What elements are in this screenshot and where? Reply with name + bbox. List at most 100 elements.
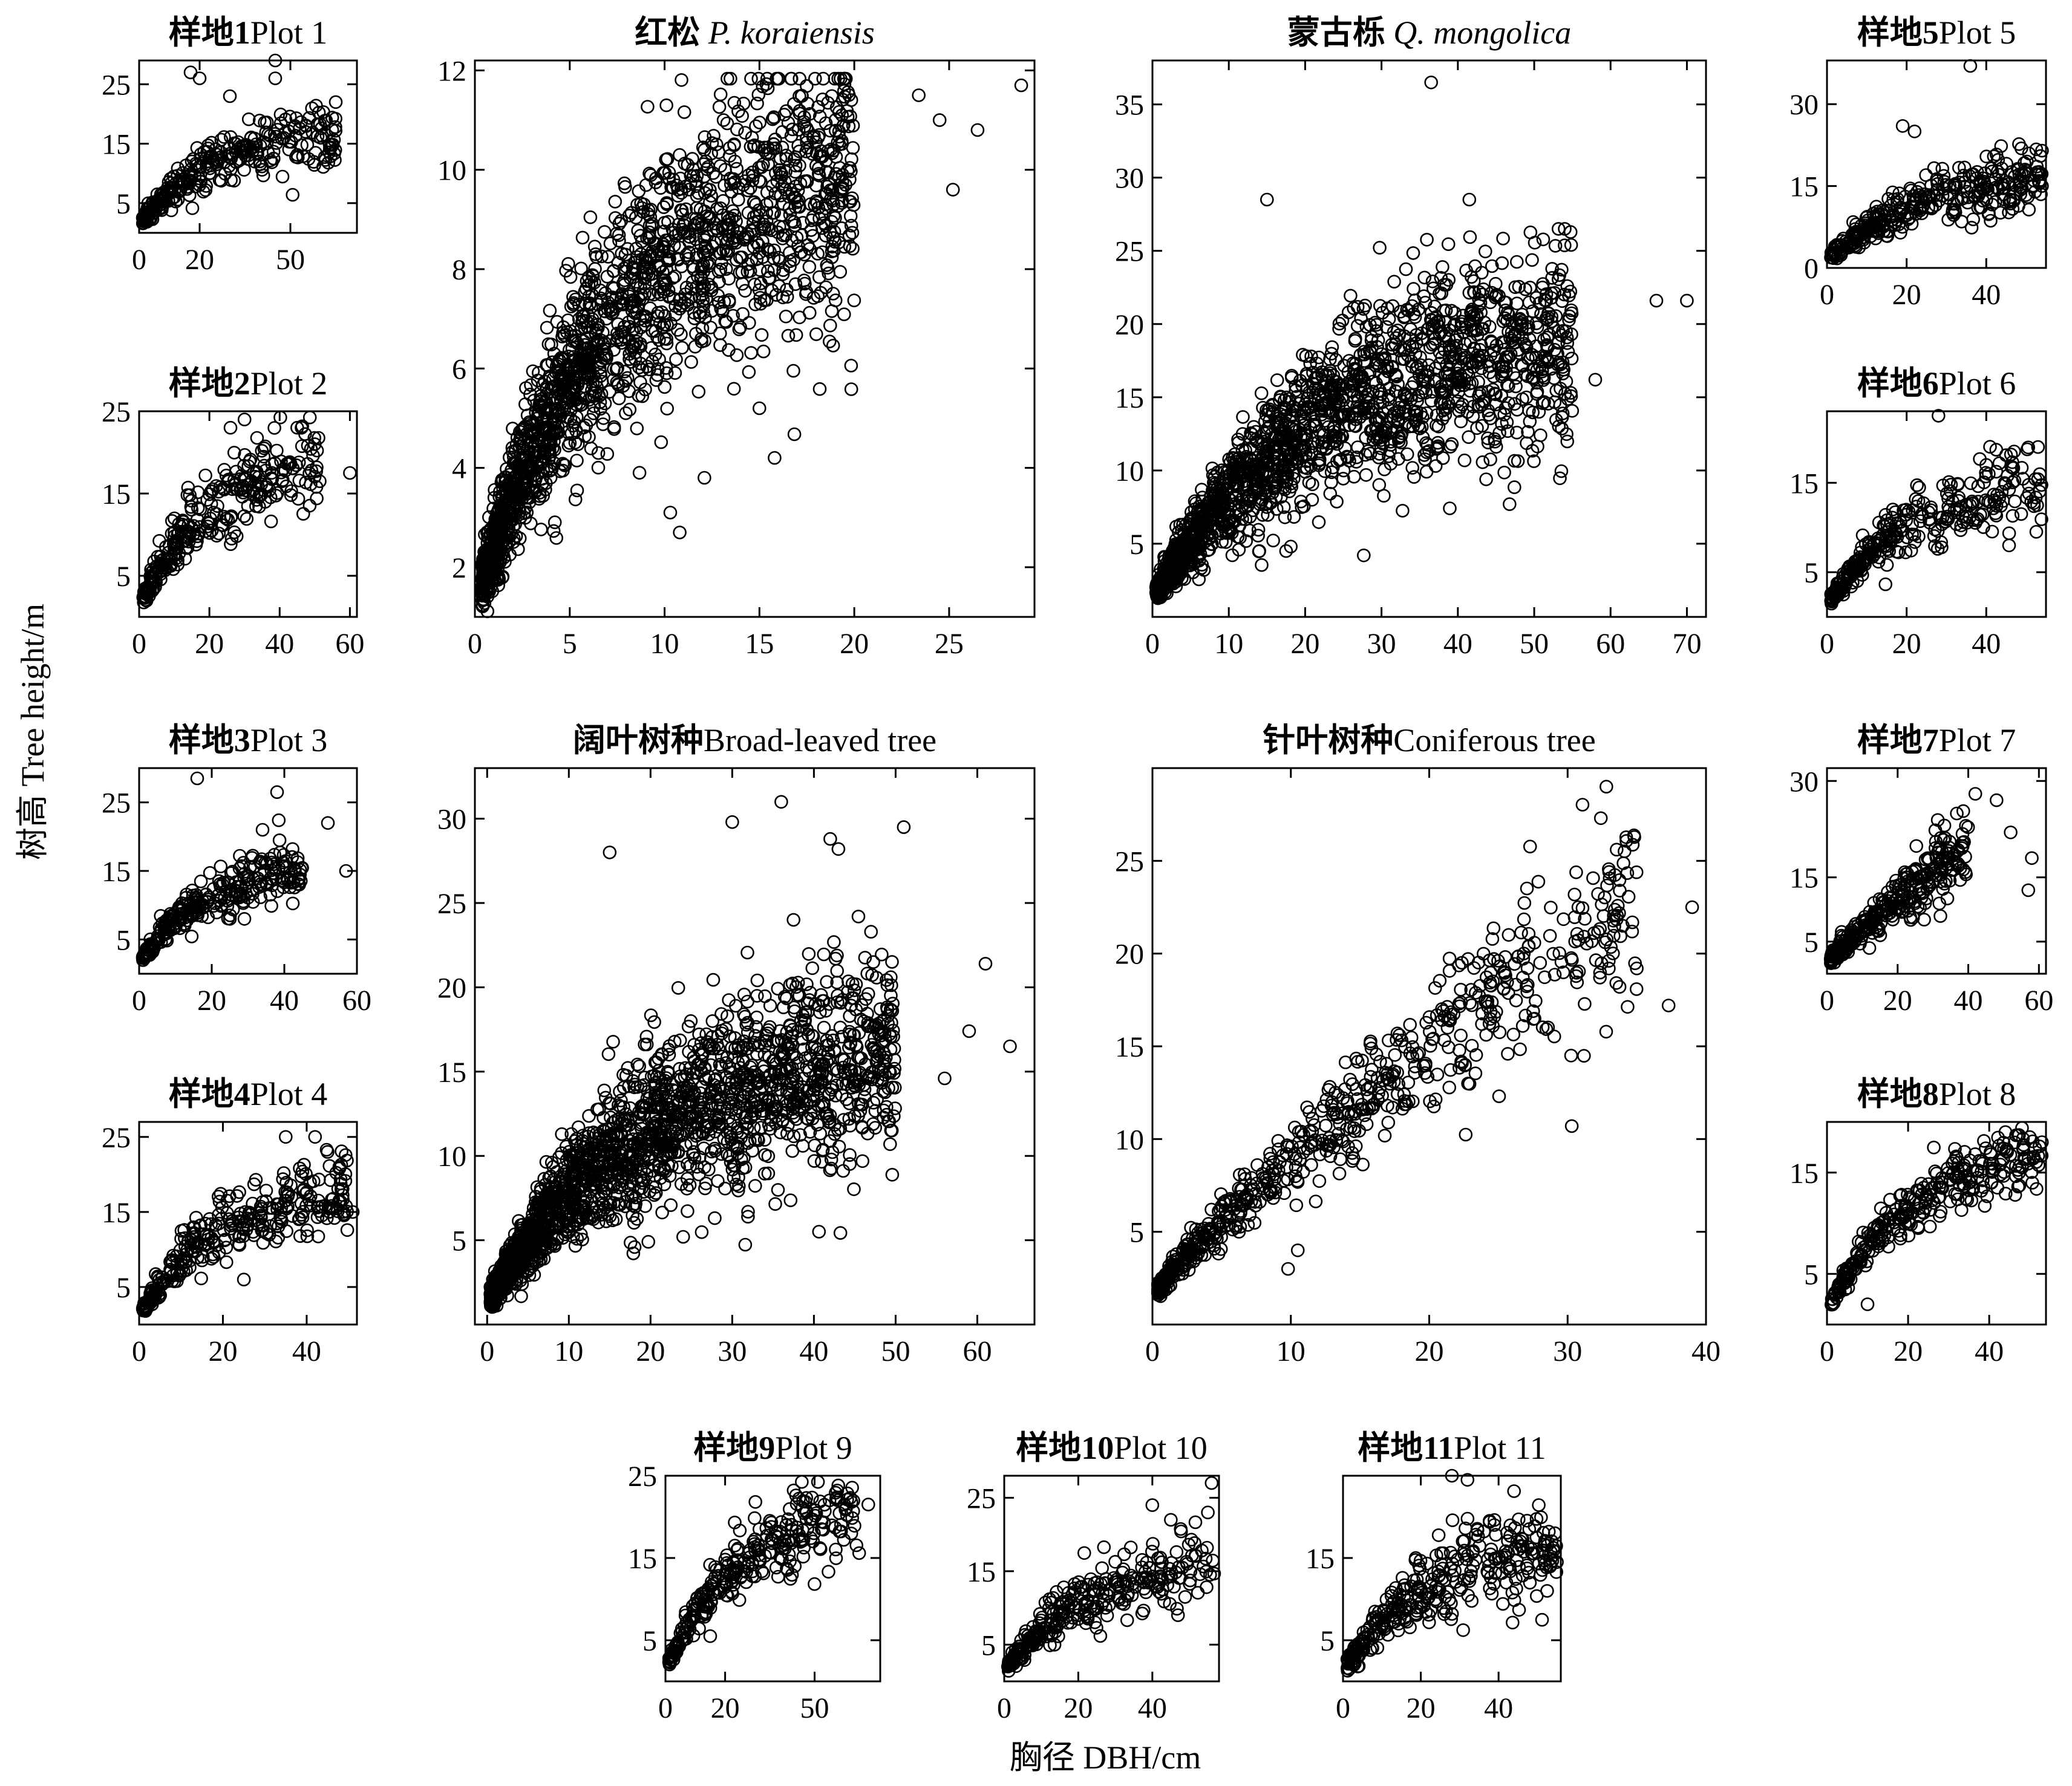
plot2-ytick-label: 25 bbox=[102, 396, 131, 428]
koraiensis-point bbox=[659, 98, 673, 112]
plot1-point bbox=[315, 121, 328, 135]
plot5-xtick-label: 0 bbox=[1820, 279, 1834, 311]
mongolica-point bbox=[1441, 237, 1456, 252]
koraiensis-point bbox=[600, 447, 615, 461]
koraiensis-point bbox=[583, 210, 598, 224]
plot1-point bbox=[309, 146, 322, 160]
mongolica-point bbox=[1270, 373, 1284, 387]
plot5-outlier-point bbox=[1907, 125, 1922, 139]
plot1-point bbox=[155, 191, 169, 206]
mongolica-point bbox=[1443, 501, 1457, 515]
koraiensis-point bbox=[654, 435, 668, 449]
plot5-point bbox=[1927, 161, 1941, 175]
plot2-point bbox=[198, 468, 212, 483]
plot1-point bbox=[200, 145, 214, 159]
plot1-point bbox=[325, 123, 339, 137]
mongolica-ytick-label: 25 bbox=[1115, 236, 1144, 268]
mongolica-outlier-point bbox=[1680, 293, 1694, 308]
plot1-point bbox=[177, 174, 192, 189]
plot6-points bbox=[1824, 409, 2048, 611]
mongolica-point bbox=[1361, 444, 1375, 458]
mongolica-point bbox=[1534, 428, 1547, 443]
plot1-xtick-label: 50 bbox=[276, 244, 305, 276]
koraiensis-point bbox=[846, 141, 860, 155]
koraiensis-point bbox=[808, 71, 822, 86]
koraiensis-point bbox=[632, 184, 646, 198]
plot1-point bbox=[209, 155, 223, 169]
koraiensis-point bbox=[575, 230, 590, 245]
koraiensis-point bbox=[724, 71, 737, 86]
plot6-point bbox=[1910, 478, 1924, 492]
plot5-xtick-label: 20 bbox=[1892, 279, 1921, 311]
koraiensis-ytick-label: 6 bbox=[452, 353, 466, 385]
koraiensis-title-en: P. koraiensis bbox=[700, 15, 875, 51]
mongolica-point bbox=[1335, 313, 1350, 328]
plot1-point bbox=[269, 136, 284, 150]
koraiensis-point bbox=[689, 179, 703, 194]
mongolica-title-en: Q. mongolica bbox=[1385, 15, 1571, 51]
koraiensis-point bbox=[721, 71, 734, 86]
plot1-point bbox=[278, 112, 293, 126]
plot2-point bbox=[310, 491, 324, 506]
mongolica-point bbox=[1399, 262, 1413, 276]
plot1-point bbox=[227, 174, 241, 188]
koraiensis-point bbox=[786, 363, 800, 378]
koraiensis-point bbox=[789, 328, 803, 342]
koraiensis-ytick-label: 10 bbox=[437, 155, 466, 187]
koraiensis-point bbox=[847, 293, 861, 308]
plot1-point bbox=[309, 99, 323, 112]
plot1-point bbox=[244, 131, 258, 145]
koraiensis-point bbox=[742, 365, 756, 379]
koraiensis-point bbox=[630, 422, 644, 435]
koraiensis-point bbox=[793, 71, 806, 86]
koraiensis-point bbox=[735, 276, 750, 291]
mongolica-title: 蒙古栎 Q. mongolica bbox=[1287, 15, 1571, 51]
koraiensis-outlier-point bbox=[753, 401, 766, 416]
plot1-title: 样地1Plot 1 bbox=[169, 15, 328, 51]
plot1-point bbox=[289, 150, 303, 164]
plot1-point bbox=[210, 148, 224, 161]
mongolica-point bbox=[1336, 463, 1351, 478]
plot1-point bbox=[223, 141, 237, 155]
plot1-point bbox=[171, 161, 185, 175]
mongolica-ytick-label: 5 bbox=[1129, 529, 1144, 561]
mongolica-point bbox=[1553, 471, 1567, 486]
mongolica-point bbox=[1407, 470, 1421, 484]
koraiensis-point bbox=[570, 437, 585, 451]
plot1-outlier-point bbox=[298, 125, 313, 139]
koraiensis-point bbox=[826, 287, 840, 301]
mongolica-point bbox=[1503, 497, 1517, 511]
koraiensis-title: 红松 P. koraiensis bbox=[635, 15, 875, 51]
plot1-point bbox=[136, 216, 150, 230]
koraiensis-point bbox=[547, 515, 562, 529]
koraiensis-point bbox=[844, 359, 858, 373]
koraiensis-point bbox=[632, 466, 647, 480]
plot1-title-cn: 样地1 bbox=[169, 15, 250, 51]
koraiensis-point bbox=[731, 192, 745, 207]
koraiensis-point bbox=[779, 104, 793, 118]
mongolica-point bbox=[1406, 246, 1420, 260]
koraiensis-outlier-point bbox=[663, 506, 678, 520]
koraiensis-point bbox=[543, 304, 557, 318]
plot1-title-en: Plot 1 bbox=[250, 15, 328, 51]
plot1-point bbox=[273, 107, 288, 122]
plot2-outlier-point bbox=[237, 412, 252, 426]
mongolica-point bbox=[1508, 480, 1521, 494]
koraiensis-point bbox=[802, 259, 817, 274]
koraiensis-point bbox=[727, 382, 741, 396]
koraiensis-xtick-label: 0 bbox=[468, 628, 482, 660]
mongolica-point bbox=[1483, 452, 1497, 466]
mongolica-point bbox=[1312, 515, 1326, 529]
plot1-point bbox=[152, 198, 166, 212]
mongolica-point bbox=[1457, 453, 1472, 468]
plot2-ytick-label: 15 bbox=[102, 478, 131, 510]
plot2-points bbox=[136, 410, 357, 610]
koraiensis-point bbox=[684, 355, 698, 369]
mongolica-point bbox=[1476, 455, 1490, 469]
koraiensis-outlier-point bbox=[946, 183, 960, 197]
mongolica-point bbox=[1496, 232, 1510, 246]
